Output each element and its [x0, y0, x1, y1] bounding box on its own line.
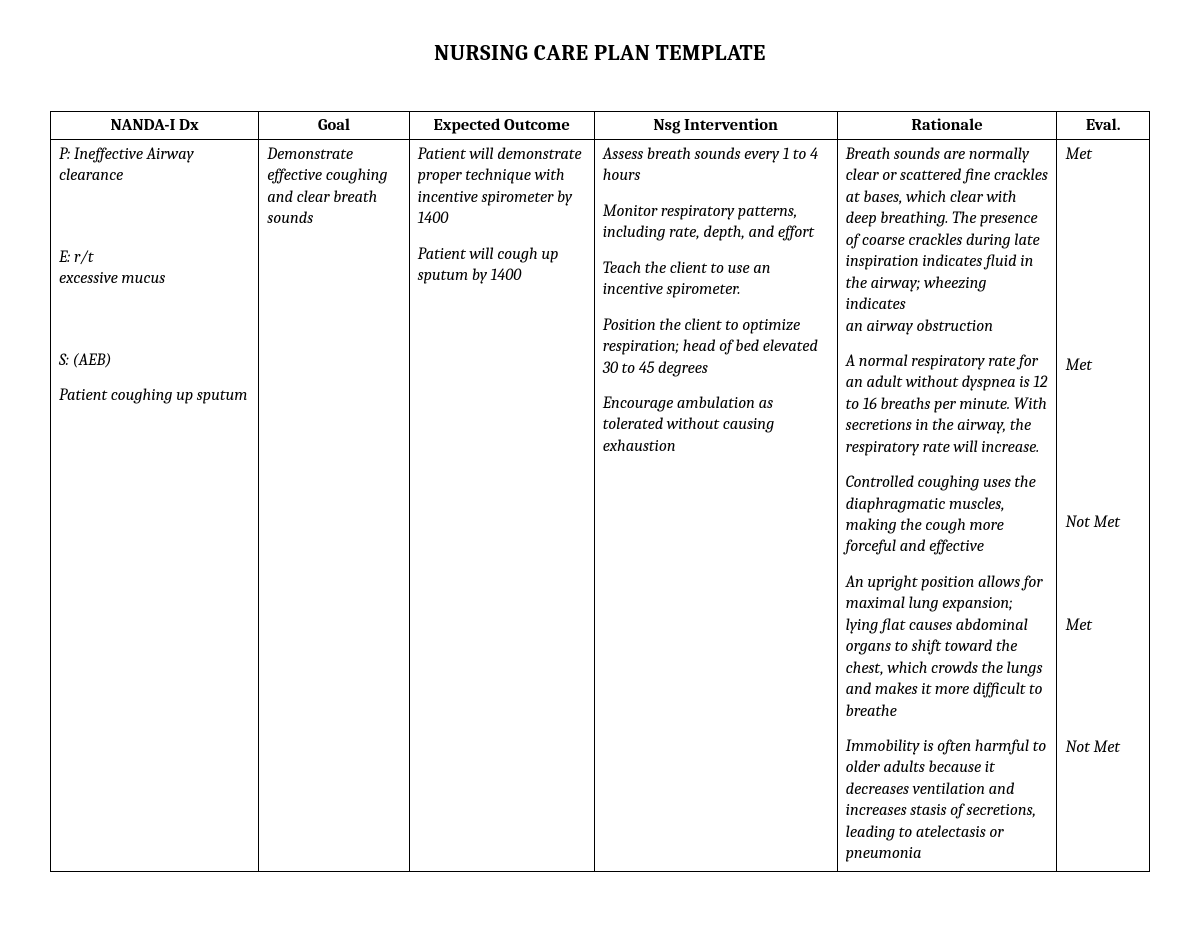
eval-2: Met: [1065, 355, 1141, 376]
cell-dx: P: Ineffective Airway clearance E: r/t e…: [51, 140, 259, 872]
dx-problem: P: Ineffective Airway clearance: [59, 144, 250, 187]
dx-signs-text: Patient coughing up sputum: [59, 385, 250, 406]
dx-etiology-label: E: r/t: [59, 247, 250, 268]
rationale-2: A normal respiratory rate for an adult w…: [846, 351, 1049, 458]
outcome-1: Patient will demonstrate proper techniqu…: [418, 144, 586, 230]
col-header-goal: Goal: [259, 112, 409, 140]
eval-4: Met: [1065, 615, 1141, 636]
page-title: NURSING CARE PLAN TEMPLATE: [50, 40, 1150, 66]
intervention-4: Position the client to optimize respirat…: [603, 315, 829, 379]
col-header-intervention: Nsg Intervention: [594, 112, 837, 140]
goal-text: Demonstrate effective coughing and clear…: [267, 144, 400, 230]
cell-goal: Demonstrate effective coughing and clear…: [259, 140, 409, 872]
cell-eval: Met Met Not Met Met Not Met: [1057, 140, 1150, 872]
intervention-5: Encourage ambulation as tolerated withou…: [603, 393, 829, 457]
table-row: P: Ineffective Airway clearance E: r/t e…: [51, 140, 1150, 872]
table-header-row: NANDA-I Dx Goal Expected Outcome Nsg Int…: [51, 112, 1150, 140]
rationale-4: An upright position allows for maximal l…: [846, 572, 1049, 722]
eval-3: Not Met: [1065, 512, 1141, 533]
dx-signs-label: S: (AEB): [59, 350, 250, 371]
col-header-outcome: Expected Outcome: [409, 112, 594, 140]
cell-rationale: Breath sounds are normally clear or scat…: [837, 140, 1057, 872]
rationale-3: Controlled coughing uses the diaphragmat…: [846, 472, 1049, 558]
col-header-dx: NANDA-I Dx: [51, 112, 259, 140]
rationale-1a: Breath sounds are normally clear or scat…: [846, 144, 1049, 316]
cell-outcome: Patient will demonstrate proper techniqu…: [409, 140, 594, 872]
intervention-2: Monitor respiratory patterns, including …: [603, 201, 829, 244]
intervention-3: Teach the client to use an incentive spi…: [603, 258, 829, 301]
eval-5: Not Met: [1065, 737, 1141, 758]
col-header-rationale: Rationale: [837, 112, 1057, 140]
rationale-5: Immobility is often harmful to older adu…: [846, 736, 1049, 865]
dx-etiology-text: excessive mucus: [59, 268, 250, 289]
col-header-eval: Eval.: [1057, 112, 1150, 140]
intervention-1: Assess breath sounds every 1 to 4 hours: [603, 144, 829, 187]
rationale-1b: an airway obstruction: [846, 316, 1049, 337]
care-plan-table: NANDA-I Dx Goal Expected Outcome Nsg Int…: [50, 111, 1150, 872]
cell-intervention: Assess breath sounds every 1 to 4 hours …: [594, 140, 837, 872]
outcome-2: Patient will cough up sputum by 1400: [418, 244, 586, 287]
eval-1: Met: [1065, 144, 1141, 165]
